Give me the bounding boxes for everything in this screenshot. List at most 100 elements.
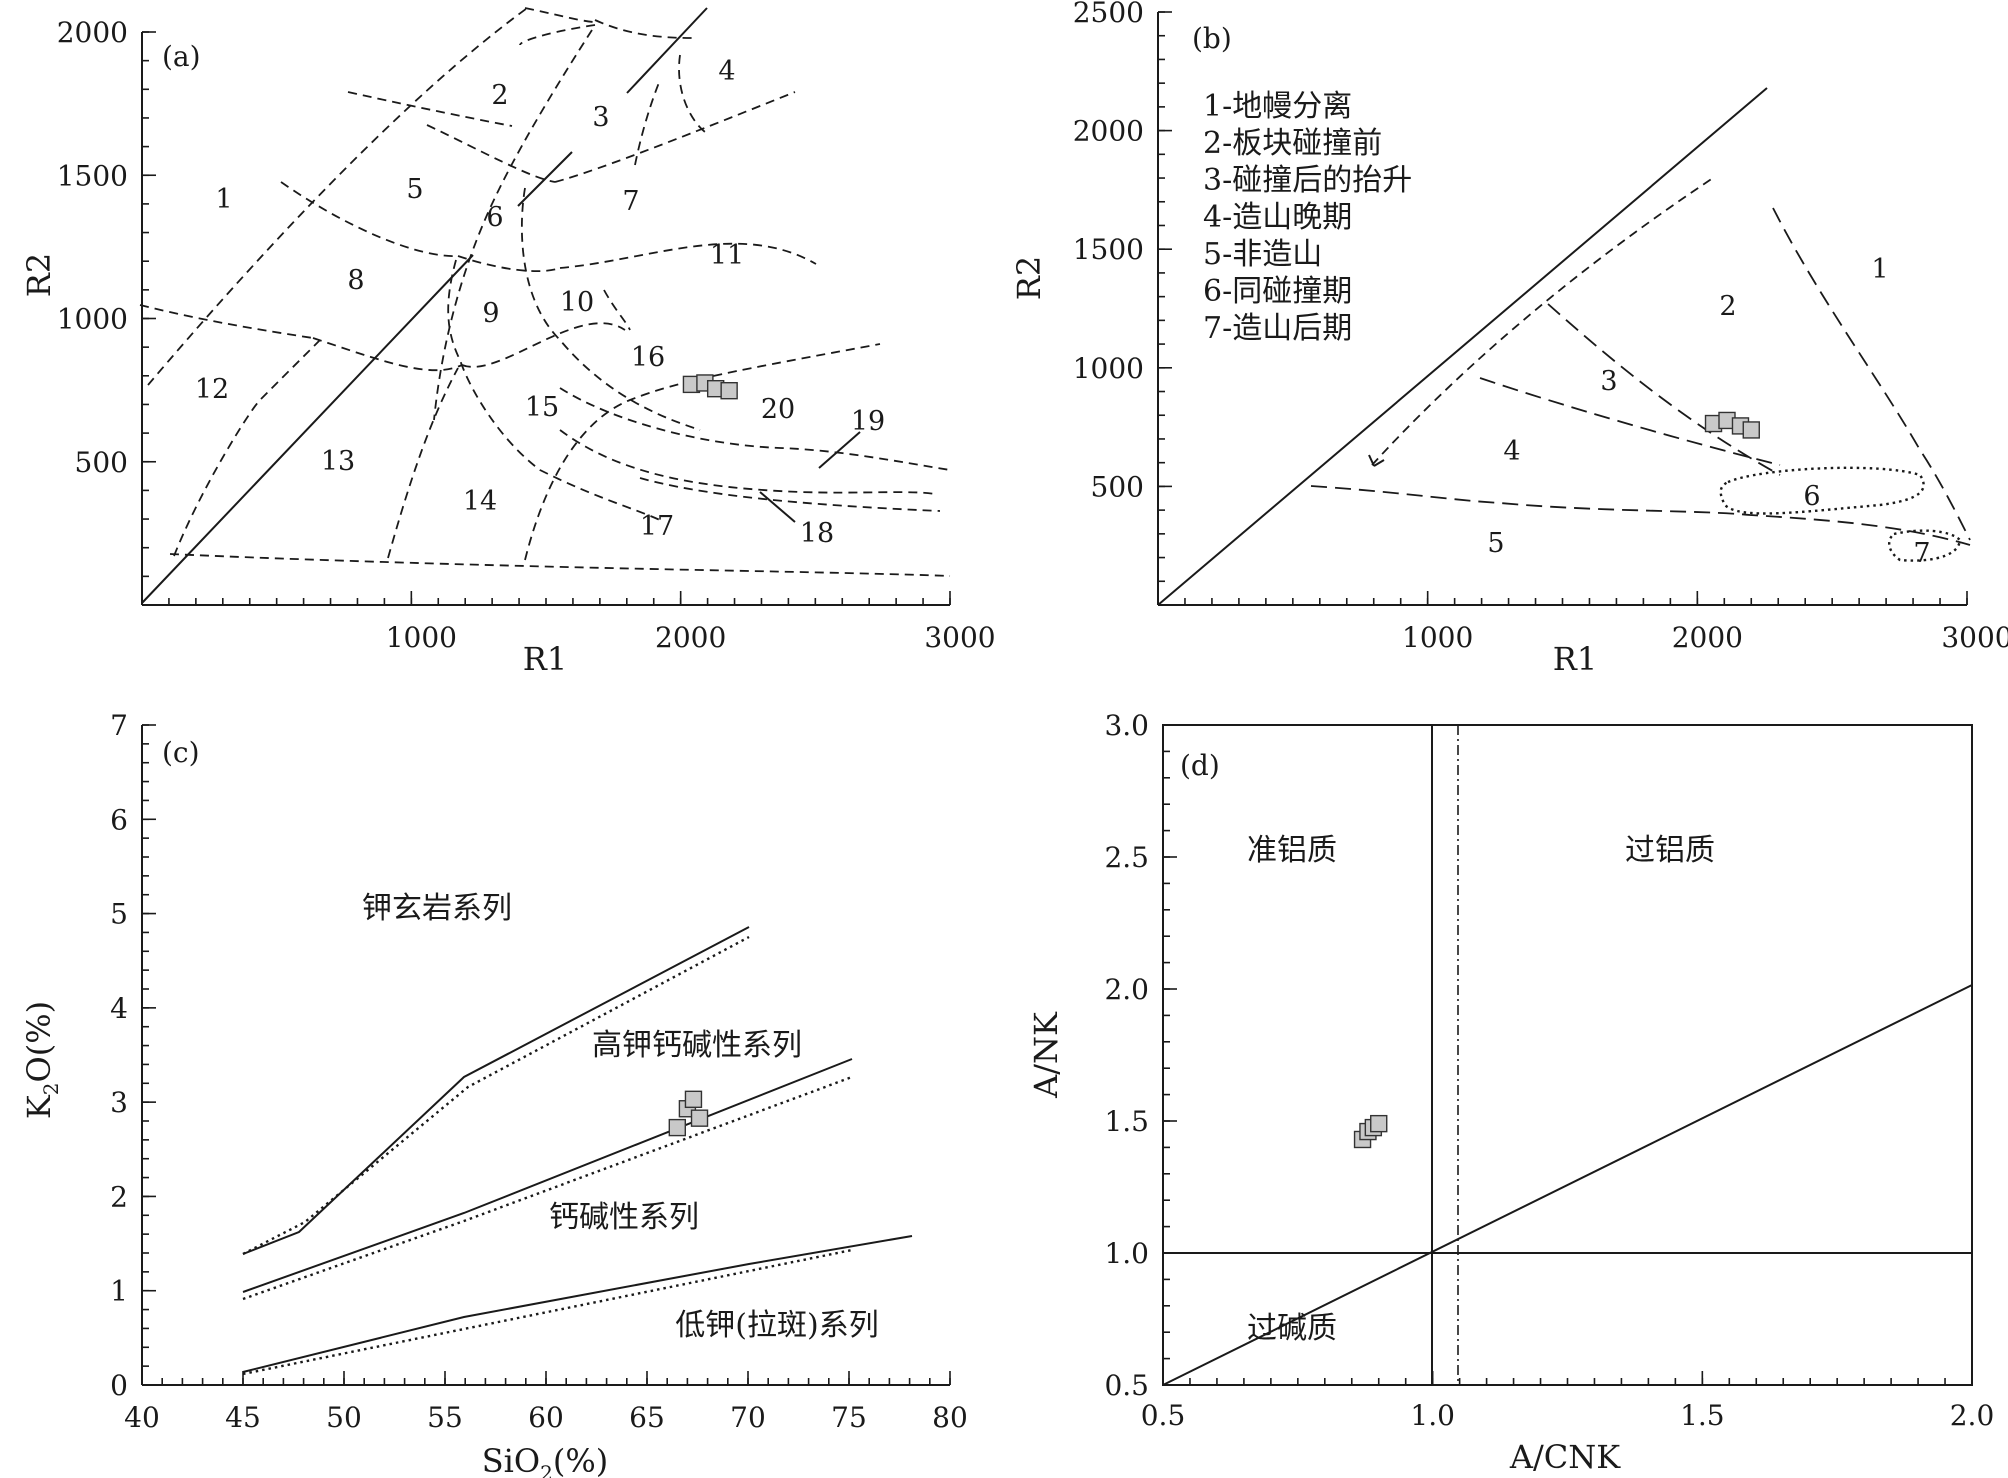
legend-entry: 3-碰撞后的抬升	[1203, 163, 1412, 198]
boundary-line	[1547, 303, 1781, 476]
field-label-a: 5	[406, 174, 423, 205]
boundary-line	[626, 7, 708, 94]
field-label-a: 12	[195, 374, 229, 405]
y-tick-label: 2.0	[1104, 973, 1149, 1006]
x-tick-label: 1.0	[1410, 1399, 1455, 1432]
field-label-b: 5	[1487, 528, 1504, 559]
series-label: 钙碱性系列	[549, 1200, 699, 1235]
x-tick-label: 1.5	[1680, 1399, 1725, 1432]
field-label-a: 13	[321, 446, 355, 477]
y-tick-label: 1000	[57, 303, 128, 336]
y-tick-label: 4	[110, 992, 128, 1025]
data-point	[1370, 1114, 1388, 1133]
panel-b-ylabel: R2	[1010, 256, 1048, 300]
boundary-line	[242, 1248, 853, 1376]
y-tick-label: 1.0	[1104, 1237, 1149, 1270]
boundary-line	[524, 343, 881, 561]
y-tick-label: 500	[75, 446, 128, 479]
boundary-line	[139, 304, 314, 339]
panel-c-label: (c)	[162, 736, 200, 769]
field-label-a: 16	[631, 342, 665, 373]
legend-entry: 5-非造山	[1203, 237, 1322, 272]
x-tick-label: 55	[427, 1401, 463, 1434]
field-label-a: 17	[640, 511, 674, 542]
panel-a: 1000 2000 3000 500 1000 1500 2000	[20, 5, 996, 678]
legend-entry: 1-地幔分离	[1203, 89, 1352, 124]
y-tick-label: 3	[110, 1086, 128, 1119]
boundary-line	[242, 935, 750, 1256]
field-label-d: 准铝质	[1247, 833, 1337, 868]
x-tick-label: 50	[326, 1401, 362, 1434]
field-label-a: 14	[463, 486, 497, 517]
field-label-b: 2	[1719, 291, 1736, 322]
boundary-line	[1719, 466, 1925, 515]
boundary-line	[242, 926, 750, 1255]
data-point	[690, 1109, 709, 1127]
x-tick-label: 1000	[386, 621, 457, 654]
data-point	[1742, 421, 1760, 439]
boundary-line	[141, 254, 474, 604]
boundary-line	[1772, 207, 1971, 541]
boundary-line	[639, 477, 941, 512]
y-tick-label: 5	[110, 898, 128, 931]
x-tick-label: 65	[629, 1401, 665, 1434]
boundary-line	[1310, 485, 1971, 546]
boundary-line	[461, 322, 626, 368]
field-label-a: 8	[347, 265, 364, 296]
panel-d-field-boundaries	[1162, 725, 1973, 1386]
field-label-a: 19	[851, 406, 885, 437]
panel-a-xlabel: R1	[523, 640, 567, 678]
legend-entry: 4-造山晚期	[1203, 200, 1352, 235]
y-tick-label: 2	[110, 1180, 128, 1213]
boundary-line	[387, 367, 459, 559]
field-label-a: 9	[482, 298, 499, 329]
y-tick-label: 1500	[57, 159, 128, 192]
field-label-b: 1	[1871, 254, 1888, 285]
boundary-line	[524, 7, 594, 23]
x-tick-label: 3000	[1941, 621, 2008, 654]
panel-c-xlabel-sub: 2	[540, 1461, 553, 1478]
x-tick-label: 45	[225, 1401, 261, 1434]
field-label-a: 2	[491, 80, 508, 111]
y-tick-label: 2.5	[1104, 841, 1149, 874]
panel-c-xlabel-tail: (%)	[553, 1442, 608, 1478]
field-label-a: 11	[710, 240, 744, 271]
field-label-a: 20	[761, 394, 795, 425]
field-label-b: 6	[1803, 481, 1820, 512]
field-label-a: 15	[525, 392, 559, 423]
boundary-line	[520, 187, 701, 431]
boundary-line	[678, 54, 706, 133]
data-point	[668, 1118, 686, 1137]
y-tick-label: 1000	[1073, 352, 1144, 385]
panel-a-ticks: 1000 2000 3000 500 1000 1500 2000	[57, 16, 996, 654]
panel-c-xlabel: SiO2(%)	[482, 1442, 609, 1478]
y-tick-label: 2500	[1073, 0, 1144, 29]
y-tick-label: 3.0	[1104, 709, 1149, 742]
x-tick-label: 2000	[1672, 621, 1743, 654]
field-label-b: 4	[1503, 436, 1520, 467]
panel-d-ticks: 0.5 1.0 1.5 2.0 0.5 1.0 1.5 2.0 2.5 3.0	[1104, 709, 1994, 1432]
x-tick-label: 1000	[1402, 621, 1473, 654]
field-label-a: 6	[486, 202, 503, 233]
leader-line	[759, 491, 796, 523]
y-tick-label: 500	[1091, 470, 1144, 503]
panel-d-label: (d)	[1180, 749, 1220, 782]
boundary-line	[147, 5, 531, 386]
panel-c-ylabel: K2O(%)	[20, 1001, 63, 1119]
x-tick-label: 0.5	[1141, 1399, 1186, 1432]
field-label-a: 7	[622, 186, 639, 217]
x-tick-label: 80	[932, 1401, 968, 1434]
y-tick-label: 7	[110, 709, 128, 742]
y-tick-label: 1.5	[1104, 1105, 1149, 1138]
leader-line	[818, 431, 861, 469]
boundary-line	[1479, 377, 1781, 466]
field-label-a: 18	[800, 518, 834, 549]
y-tick-label: 0	[110, 1369, 128, 1402]
boundary-line	[519, 24, 596, 46]
panel-b-field-boundaries	[1157, 87, 1971, 606]
panel-c-ylabel-sub: 2	[39, 1082, 63, 1095]
